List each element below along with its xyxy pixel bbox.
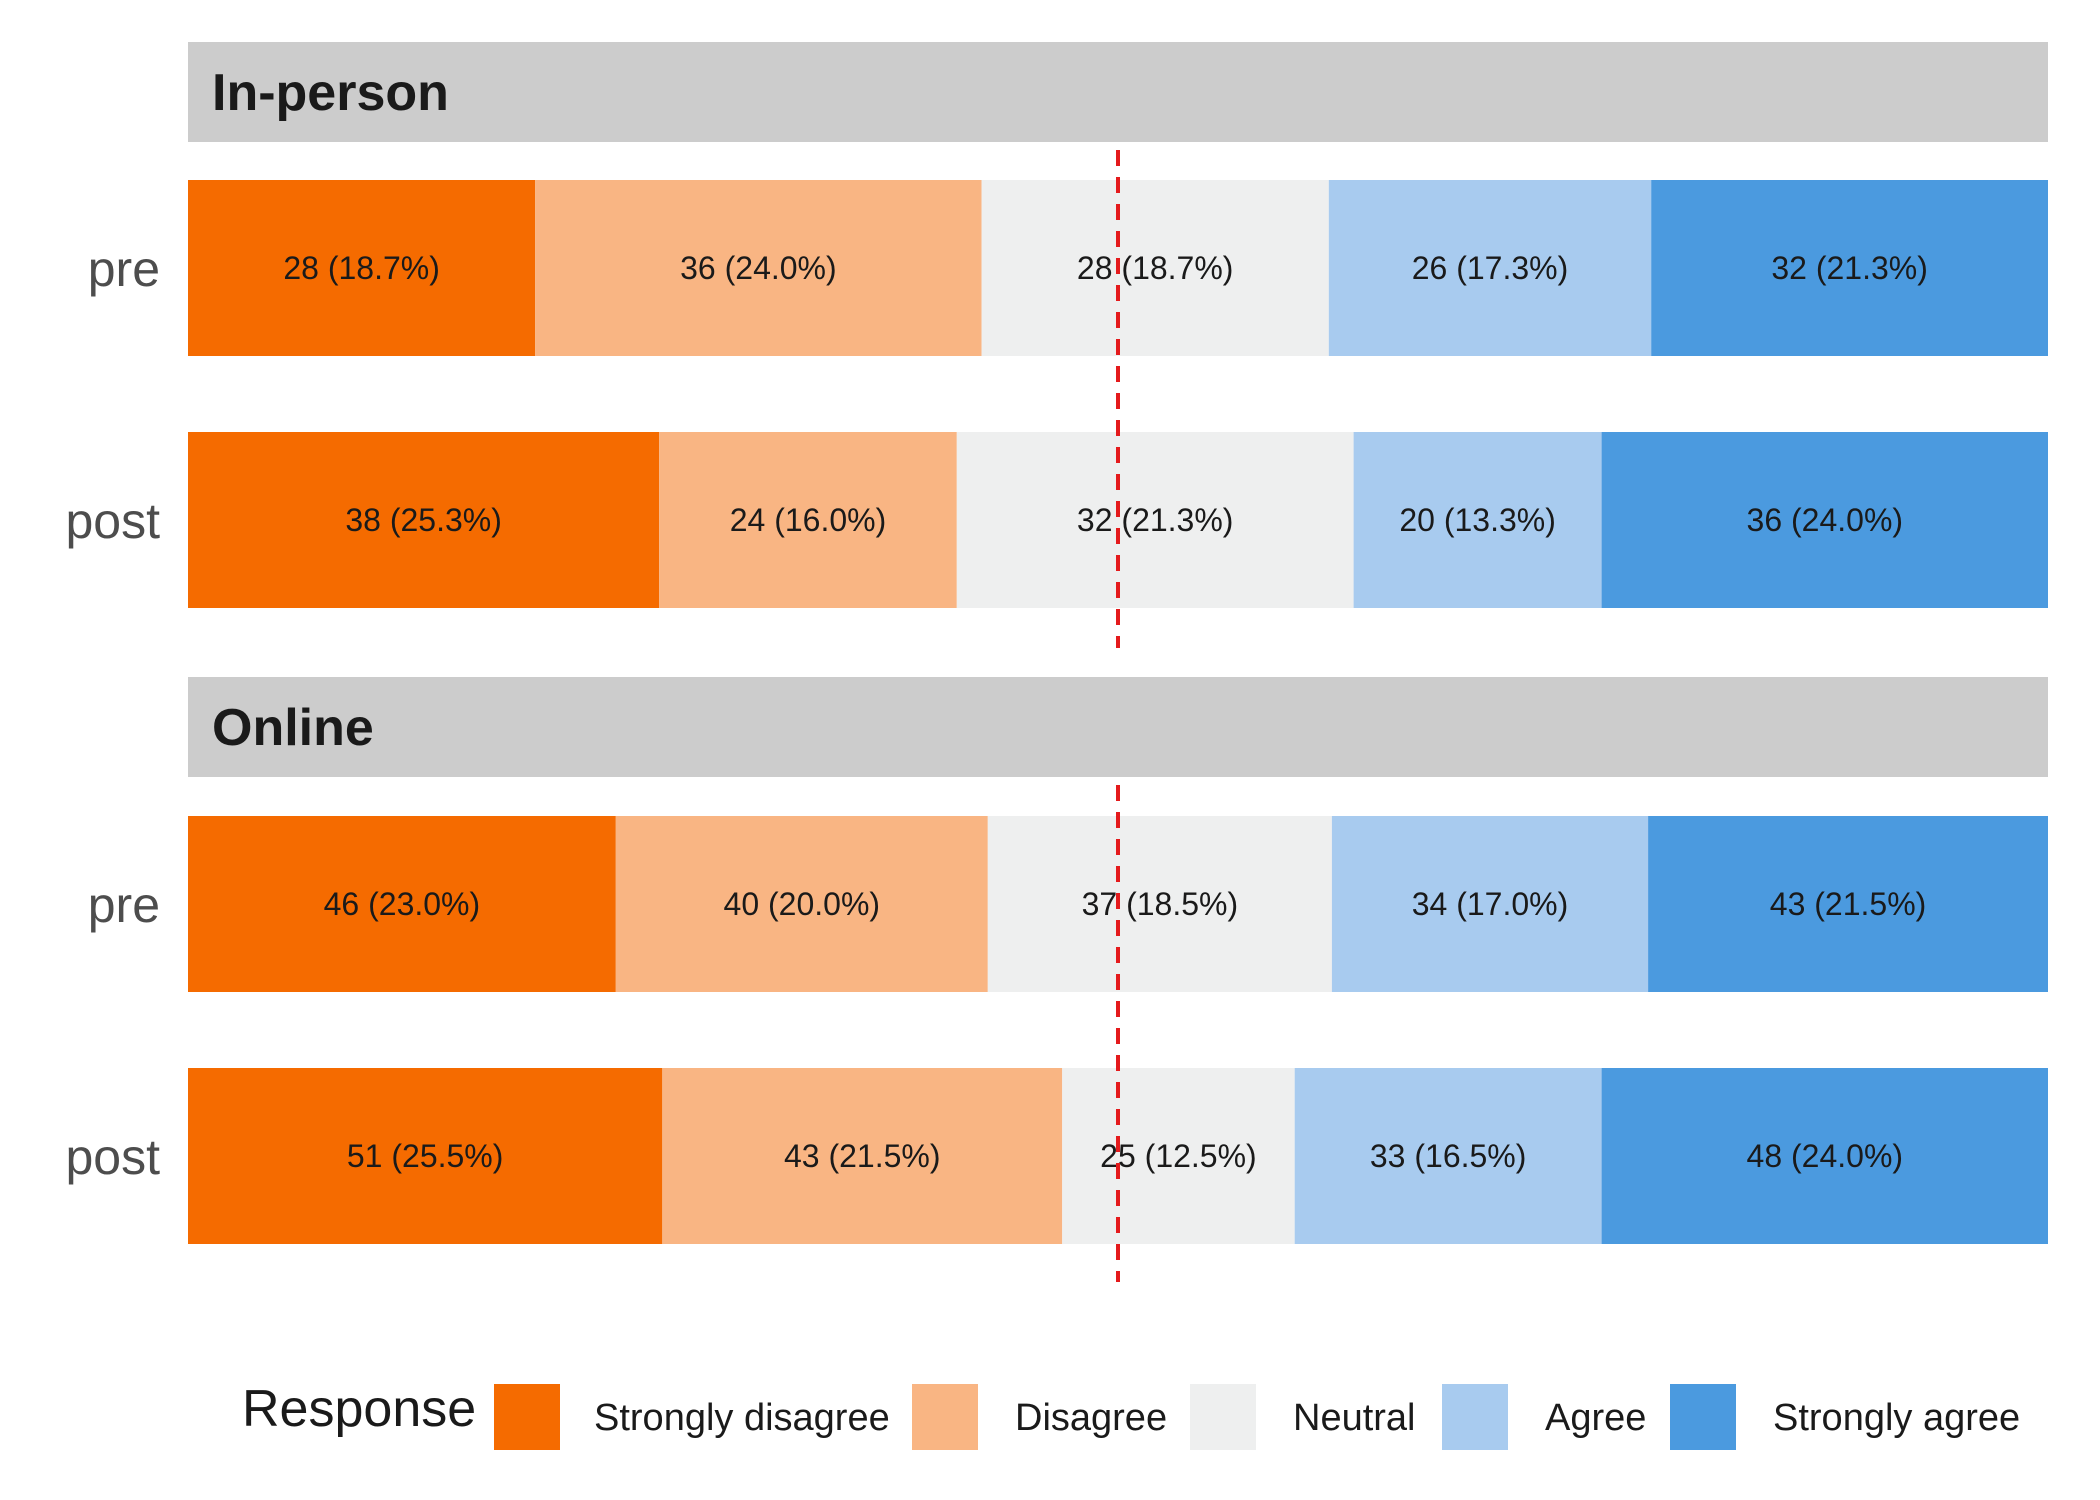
bar-label: 28 (18.7%) <box>1077 250 1234 286</box>
legend-label: Strongly agree <box>1773 1397 2020 1439</box>
bar-label: 38 (25.3%) <box>345 502 502 538</box>
bar-segment <box>535 180 982 356</box>
legend-label: Strongly disagree <box>594 1397 890 1439</box>
bar-segment <box>188 1068 663 1244</box>
bar-segment <box>956 432 1354 608</box>
facet-strip <box>188 42 2048 142</box>
bar-segment <box>1601 432 2048 608</box>
row-label: post <box>65 1129 160 1185</box>
bar-label: 40 (20.0%) <box>724 886 881 922</box>
bar-label: 36 (24.0%) <box>680 250 837 286</box>
bar-segment <box>188 432 660 608</box>
bar-label: 25 (12.5%) <box>1100 1138 1257 1174</box>
bar-segment <box>1328 180 1652 356</box>
bar-segment <box>1651 180 2048 356</box>
bar-label: 48 (24.0%) <box>1747 1138 1904 1174</box>
bar-segment <box>987 816 1332 992</box>
bar-label: 46 (23.0%) <box>324 886 481 922</box>
legend-swatch <box>912 1384 978 1450</box>
facet-title: Online <box>212 699 374 757</box>
bar-label: 24 (16.0%) <box>730 502 887 538</box>
bar-segment <box>188 816 616 992</box>
legend-label: Disagree <box>1015 1397 1167 1439</box>
bar-label: 32 (21.3%) <box>1771 250 1928 286</box>
legend-swatch <box>1190 1384 1256 1450</box>
legend-label: Agree <box>1545 1397 1646 1439</box>
row-label: pre <box>88 877 160 933</box>
bar-label: 43 (21.5%) <box>1770 886 1927 922</box>
bar-label: 33 (16.5%) <box>1370 1138 1527 1174</box>
bar-segment <box>659 432 957 608</box>
bar-label: 34 (17.0%) <box>1412 886 1569 922</box>
bar-segment <box>1648 816 2048 992</box>
bar-label: 37 (18.5%) <box>1082 886 1239 922</box>
legend-swatch <box>1670 1384 1736 1450</box>
bar-label: 32 (21.3%) <box>1077 502 1234 538</box>
bar-segment <box>981 180 1329 356</box>
bar-segment <box>662 1068 1063 1244</box>
bar-label: 26 (17.3%) <box>1412 250 1569 286</box>
bar-segment <box>1353 432 1602 608</box>
facet-strip <box>188 677 2048 777</box>
legend-title: Response <box>242 1380 476 1438</box>
bar-segment <box>1601 1068 2048 1244</box>
row-label: pre <box>88 241 160 297</box>
bar-label: 51 (25.5%) <box>347 1138 504 1174</box>
legend-swatch <box>494 1384 560 1450</box>
row-label: post <box>65 493 160 549</box>
bar-segment <box>615 816 988 992</box>
bar-segment <box>1294 1068 1602 1244</box>
bar-label: 43 (21.5%) <box>784 1138 941 1174</box>
legend-swatch <box>1442 1384 1508 1450</box>
bar-segment <box>1331 816 1649 992</box>
bar-segment <box>188 180 536 356</box>
legend-label: Neutral <box>1293 1397 1416 1439</box>
bar-label: 20 (13.3%) <box>1399 502 1556 538</box>
bar-segment <box>1062 1068 1295 1244</box>
bar-label: 28 (18.7%) <box>283 250 440 286</box>
facet-title: In-person <box>212 64 449 122</box>
bar-label: 36 (24.0%) <box>1747 502 1904 538</box>
